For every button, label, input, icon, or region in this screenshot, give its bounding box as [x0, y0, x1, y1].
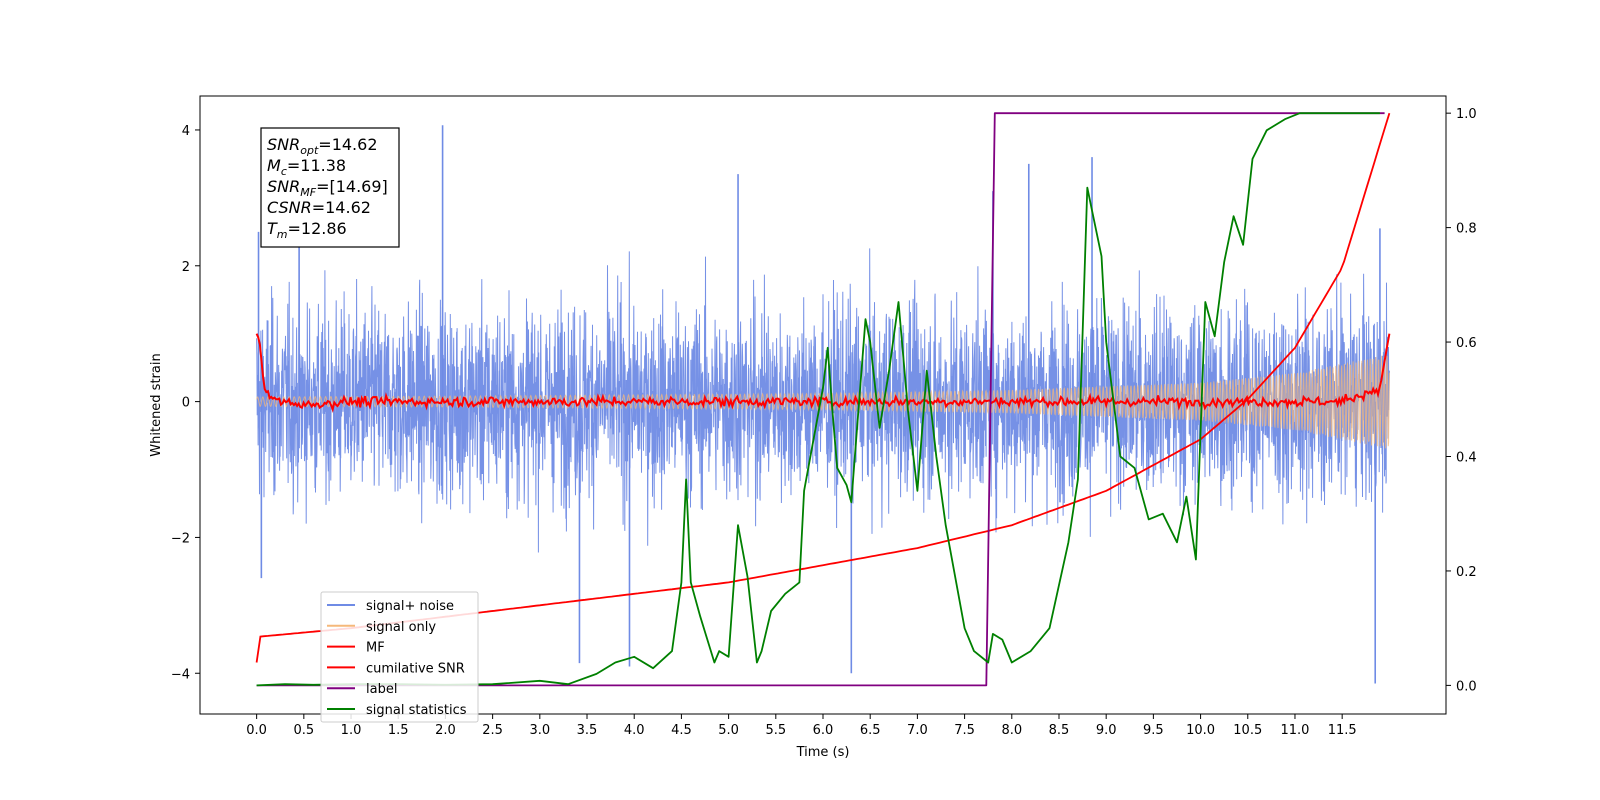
x-tick-label: 8.5	[1049, 723, 1070, 738]
x-tick-label: 3.0	[529, 723, 550, 738]
y-axis-left: 4 2 0 −2 −4	[171, 124, 200, 682]
y2-tick-label: 0.2	[1456, 565, 1477, 580]
x-axis-label: Time (s)	[796, 745, 850, 760]
legend-label: label	[366, 682, 397, 697]
x-tick-label: 4.0	[624, 723, 645, 738]
x-tick-label: 6.0	[813, 723, 834, 738]
legend-label: signal only	[366, 620, 436, 635]
y2-tick-label: 1.0	[1456, 107, 1477, 122]
legend-frame	[320, 591, 479, 723]
annotation-line: SNRMF=[14.69]	[267, 177, 388, 199]
y2-tick-label: 0.6	[1456, 336, 1477, 351]
series-signal-statistics-line	[256, 112, 1380, 687]
x-tick-label: 1.5	[388, 723, 409, 738]
annotation-line: SNRopt=14.62	[267, 135, 378, 157]
x-tick-label: 0.0	[246, 723, 267, 738]
y-tick-label: 2	[182, 260, 190, 275]
x-tick-label: 8.0	[1001, 723, 1022, 738]
x-tick-label: 1.0	[341, 723, 362, 738]
legend: signal+ noise signal only MF cumilative SNR…	[320, 591, 479, 723]
x-tick-label: 10.0	[1186, 723, 1215, 738]
y2-tick-label: 0.8	[1456, 222, 1477, 237]
x-tick-label: 9.0	[1096, 723, 1117, 738]
x-tick-label: 7.0	[907, 723, 928, 738]
x-tick-label: 10.5	[1233, 723, 1262, 738]
legend-entry: label	[327, 682, 397, 697]
x-tick-label: 3.5	[577, 723, 598, 738]
stats-annotation-box: SNRopt=14.62Mc=11.38SNRMF=[14.69]CSNR=14…	[260, 127, 400, 248]
legend-label: signal+ noise	[366, 599, 454, 614]
series-mf-line	[255, 333, 1391, 413]
y-tick-label: −4	[171, 667, 190, 682]
x-tick-label: 9.5	[1143, 723, 1164, 738]
y-axis-label: Whitened strain	[149, 353, 164, 456]
legend-label: MF	[366, 641, 385, 656]
legend-entry: signal+ noise	[327, 599, 454, 614]
y-tick-label: −2	[171, 531, 190, 546]
annotation-frame	[260, 127, 400, 248]
x-tick-label: 5.0	[718, 723, 739, 738]
x-axis: 0.0 0.5 1.0 1.5 2.0 2.5 3.0 3.5 4.0 4.5 5.0 5.5 6.0 6…	[246, 714, 1357, 738]
x-tick-label: 2.5	[482, 723, 503, 738]
y2-tick-label: 0.0	[1456, 679, 1477, 694]
legend-entry: signal statistics	[327, 703, 467, 718]
y-axis-right: 1.0 0.8 0.6 0.4 0.2 0.0	[1446, 107, 1477, 694]
y-tick-label: 0	[182, 396, 190, 411]
y-tick-label: 4	[182, 124, 190, 139]
annotation-line: CSNR=14.62	[267, 198, 371, 217]
legend-entry: MF	[327, 641, 385, 656]
legend-label: cumilative SNR	[366, 661, 465, 676]
legend-entry: signal only	[327, 620, 436, 635]
legend-entry: cumilative SNR	[327, 661, 465, 676]
x-tick-label: 5.5	[765, 723, 786, 738]
x-tick-label: 0.5	[293, 723, 314, 738]
annotation-line: Mc=11.38	[267, 156, 346, 178]
annotation-line: Tm=12.86	[267, 219, 347, 241]
legend-label: signal statistics	[366, 703, 467, 718]
x-tick-label: 4.5	[671, 723, 692, 738]
x-tick-label: 7.5	[954, 723, 975, 738]
x-tick-label: 11.0	[1280, 723, 1309, 738]
x-tick-label: 2.0	[435, 723, 456, 738]
y2-tick-label: 0.4	[1456, 451, 1477, 466]
x-tick-label: 11.5	[1328, 723, 1357, 738]
series-label-line	[256, 112, 1385, 687]
x-tick-label: 6.5	[860, 723, 881, 738]
